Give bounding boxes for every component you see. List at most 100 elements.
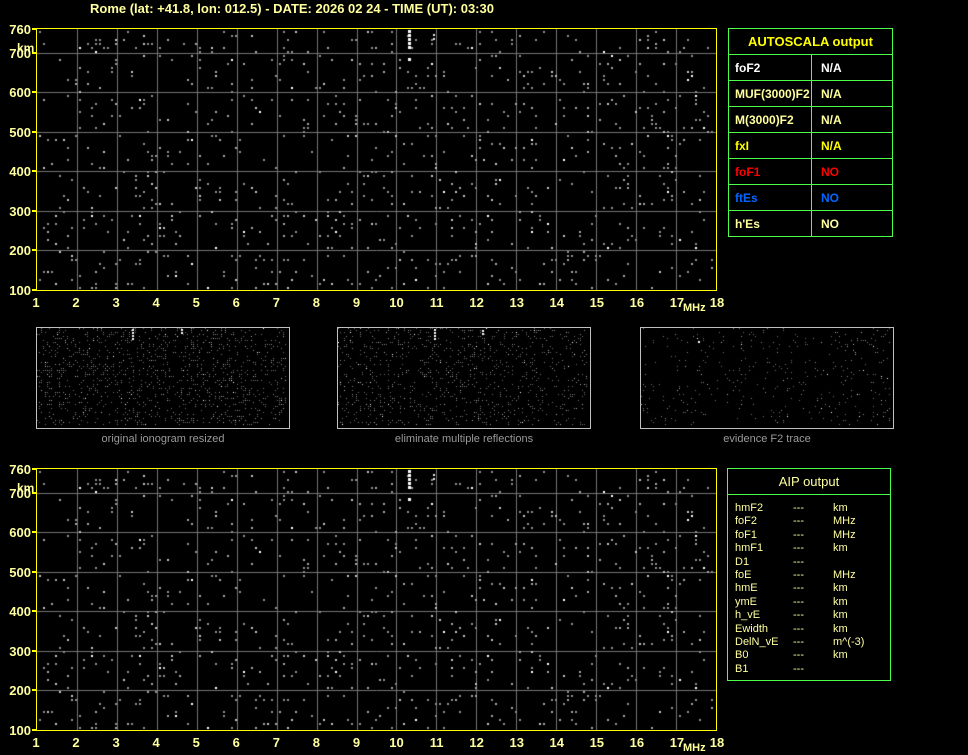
x-tick-label: 17 — [669, 295, 685, 310]
autoscala-row: foF2 N/A — [729, 55, 892, 81]
aip-param-unit: km — [833, 649, 848, 662]
x-tick-label: 3 — [112, 735, 120, 750]
aip-row: ymE --- km — [735, 596, 890, 609]
x-tick-label: 8 — [312, 735, 321, 750]
aip-param-unit — [833, 556, 890, 569]
aip-param-value: --- — [793, 569, 804, 582]
x-tick-label: 14 — [549, 735, 564, 750]
autoscala-param-label: h'Es — [729, 211, 812, 237]
autoscala-param-label: fxI — [729, 133, 812, 159]
x-tick-label: 11 — [429, 735, 444, 750]
panel-eliminate-caption: eliminate multiple reflections — [394, 433, 534, 445]
aip-param-unit: km — [833, 609, 848, 622]
x-tick-label: 9 — [352, 735, 361, 750]
aip-table-title: AIP output — [728, 469, 890, 495]
x-tick-label: 10 — [389, 295, 404, 310]
y-tick-label: 500 — [9, 564, 31, 580]
y-tick-label: 600 — [9, 85, 31, 101]
aip-param-label: ymE — [735, 595, 757, 608]
x-tick-label: 7 — [272, 295, 280, 310]
x-tick-label: 7 — [272, 735, 280, 750]
aip-table-rows: hmF2 --- km foF2 --- MHz foF1 --- MHz hmF1 --- km D1… — [728, 495, 890, 676]
y-tick-mark — [32, 531, 36, 534]
y-tick-label: 760 — [9, 462, 31, 477]
aip-row: foF2 --- MHz — [735, 515, 890, 528]
y-tick-mark — [32, 91, 36, 94]
aip-param-value: --- — [793, 662, 804, 675]
autoscala-row: MUF(3000)F2 N/A — [729, 80, 892, 107]
aip-param-label: h_vE — [735, 609, 761, 622]
y-tick-mark — [32, 249, 36, 252]
y-axis-unit-label: km — [17, 481, 35, 495]
autoscala-row: fxI N/A — [729, 132, 892, 159]
aip-param-unit: MHz — [833, 569, 856, 582]
x-tick-label: 13 — [509, 735, 524, 750]
x-tick-label: 1 — [32, 735, 40, 750]
y-tick-mark — [32, 729, 36, 731]
aip-param-value: --- — [793, 622, 804, 635]
aip-param-value: --- — [793, 636, 804, 649]
y-tick-label: 300 — [9, 203, 31, 219]
aip-param-label: hmF1 — [735, 542, 764, 555]
aip-param-unit: km — [833, 622, 848, 635]
y-tick-label: 100 — [9, 723, 31, 738]
x-axis-unit-label: MHz — [683, 302, 706, 314]
aip-row: h_vE --- km — [735, 609, 890, 622]
x-tick-label: 12 — [469, 295, 484, 310]
x-tick-label: 1 — [32, 295, 40, 310]
y-tick-mark — [32, 209, 36, 212]
ionogram-bottom-canvas — [37, 469, 716, 730]
autoscala-param-label: foF2 — [729, 55, 812, 81]
aip-param-value: --- — [793, 609, 804, 622]
y-tick-label: 100 — [9, 283, 31, 298]
aip-param-label: hmF2 — [735, 502, 764, 514]
y-tick-label: 700 — [9, 45, 31, 61]
autoscala-output-table: AUTOSCALA output foF2 N/A MUF(3000)F2 N/A M(… — [728, 28, 893, 237]
ionogram-bottom: km MHz 760 700 600 500 400 300 200 100 1 2 3 4 5 6 7 8 9… — [0, 462, 968, 755]
aip-param-label: Ewidth — [735, 622, 769, 635]
autoscala-param-value: NO — [821, 165, 839, 179]
y-tick-mark — [32, 649, 36, 652]
autoscala-row: foF1 NO — [729, 158, 892, 185]
aip-row: foE --- MHz — [735, 569, 890, 582]
y-tick-mark — [32, 468, 36, 470]
panel-original-canvas — [37, 328, 287, 426]
aip-row: B0 --- km — [735, 649, 890, 662]
aip-row: B1 --- — [735, 663, 890, 676]
y-tick-label: 500 — [9, 124, 31, 140]
ionogram-top: km MHz 760 700 600 500 400 300 200 100 1 2 3 4 5 6 7 8 9… — [0, 22, 968, 328]
x-tick-label: 6 — [232, 735, 240, 750]
y-tick-mark — [32, 289, 36, 291]
y-tick-label: 400 — [9, 164, 31, 180]
x-tick-label: 14 — [549, 295, 564, 310]
aip-param-unit: MHz — [833, 528, 856, 541]
autoscala-param-value: N/A — [821, 139, 842, 153]
x-tick-label: 5 — [192, 295, 200, 310]
aip-param-unit: km — [833, 542, 848, 555]
aip-row: hmF2 --- km — [735, 502, 890, 515]
aip-row: hmE --- km — [735, 582, 890, 595]
x-tick-label: 16 — [629, 295, 645, 310]
ionogram-top-canvas — [37, 29, 716, 290]
aip-param-value: --- — [793, 542, 804, 555]
x-tick-label: 4 — [152, 295, 160, 310]
aip-param-unit: MHz — [833, 515, 856, 528]
x-tick-label: 8 — [312, 295, 321, 310]
aip-param-value: --- — [793, 555, 804, 568]
aip-param-value: --- — [793, 515, 804, 528]
aip-param-value: --- — [793, 649, 804, 662]
y-tick-label: 200 — [9, 243, 31, 259]
autoscala-param-label: M(3000)F2 — [729, 107, 812, 133]
x-tick-label: 15 — [589, 295, 605, 310]
aip-param-unit — [833, 663, 890, 676]
aip-row: DelN_vE --- m^(-3) — [735, 636, 890, 649]
autoscala-param-label: foF1 — [729, 159, 812, 185]
x-tick-label: 13 — [509, 295, 524, 310]
autoscala-param-value: N/A — [821, 61, 842, 75]
y-tick-label: 400 — [9, 604, 31, 620]
y-tick-mark — [32, 51, 36, 54]
x-tick-label: 3 — [112, 295, 120, 310]
aip-row: Ewidth --- km — [735, 623, 890, 636]
y-tick-mark — [32, 130, 36, 133]
